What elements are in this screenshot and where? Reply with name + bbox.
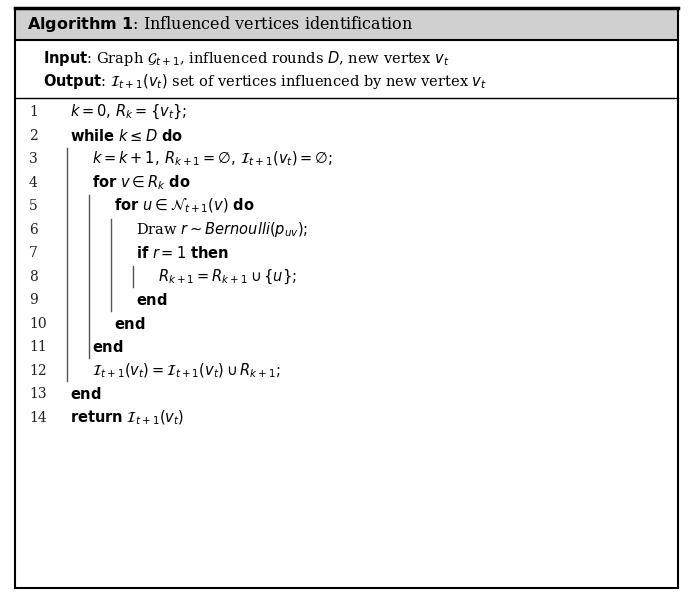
Text: $\mathbf{while}\ k \leq D\ \mathbf{do}$: $\mathbf{while}\ k \leq D\ \mathbf{do}$: [70, 128, 183, 144]
Text: 14: 14: [29, 411, 46, 424]
Text: $R_{k+1} = R_{k+1} \cup \{u\};$: $R_{k+1} = R_{k+1} \cup \{u\};$: [158, 268, 297, 285]
Bar: [15, 8, 678, 40]
Text: 8: 8: [29, 269, 37, 284]
Text: 6: 6: [29, 222, 37, 237]
Text: 13: 13: [29, 387, 46, 401]
Text: 1: 1: [29, 105, 38, 119]
Text: 4: 4: [29, 176, 38, 190]
Text: $\mathbf{for}\ u \in \mathcal{N}_{t+1}(v)\ \mathbf{do}$: $\mathbf{for}\ u \in \mathcal{N}_{t+1}(v…: [114, 197, 254, 215]
Text: $k = k+1,\, R_{k+1} = \varnothing,\, \mathcal{I}_{t+1}(v_t) = \varnothing;$: $k = k+1,\, R_{k+1} = \varnothing,\, \ma…: [92, 150, 333, 168]
Text: 9: 9: [29, 293, 37, 307]
Text: $\mathbf{Output}$: $\mathcal{I}_{t+1}(v_t)$ set of vertices influenced by new ve: $\mathbf{Output}$: $\mathcal{I}_{t+1}(v_…: [43, 72, 487, 91]
Text: 10: 10: [29, 316, 46, 331]
Text: 12: 12: [29, 364, 46, 377]
Text: 7: 7: [29, 246, 38, 260]
Text: $\mathcal{I}_{t+1}(v_t) = \mathcal{I}_{t+1}(v_t) \cup R_{k+1};$: $\mathcal{I}_{t+1}(v_t) = \mathcal{I}_{t…: [92, 361, 281, 380]
Text: $\mathbf{if}\ r = 1\ \mathbf{then}$: $\mathbf{if}\ r = 1\ \mathbf{then}$: [136, 245, 229, 261]
Text: $\mathbf{Input}$: Graph $\mathcal{G}_{t+1}$, influenced rounds $D$, new vertex $: $\mathbf{Input}$: Graph $\mathcal{G}_{t+…: [43, 48, 450, 67]
Text: 11: 11: [29, 340, 46, 354]
Text: Draw $r \sim \mathit{Bernoulli}(p_{uv});$: Draw $r \sim \mathit{Bernoulli}(p_{uv});…: [136, 220, 308, 239]
Text: 3: 3: [29, 152, 37, 166]
Text: $\mathbf{end}$: $\mathbf{end}$: [70, 386, 102, 402]
Text: $\mathbf{Algorithm\ 1}$: Influenced vertices identification: $\mathbf{Algorithm\ 1}$: Influenced vert…: [27, 14, 414, 34]
Text: $\mathbf{end}$: $\mathbf{end}$: [92, 339, 123, 355]
Text: 2: 2: [29, 129, 37, 142]
Text: $\mathbf{end}$: $\mathbf{end}$: [136, 292, 168, 308]
Text: $k = 0,\, R_k = \{v_t\};$: $k = 0,\, R_k = \{v_t\};$: [70, 103, 187, 121]
Text: $\mathbf{end}$: $\mathbf{end}$: [114, 315, 146, 331]
Text: 5: 5: [29, 199, 37, 213]
Text: $\mathbf{return}\ \mathcal{I}_{t+1}(v_t)$: $\mathbf{return}\ \mathcal{I}_{t+1}(v_t)…: [70, 408, 184, 427]
Text: $\mathbf{for}\ v \in R_k\ \mathbf{do}$: $\mathbf{for}\ v \in R_k\ \mathbf{do}$: [92, 173, 191, 192]
